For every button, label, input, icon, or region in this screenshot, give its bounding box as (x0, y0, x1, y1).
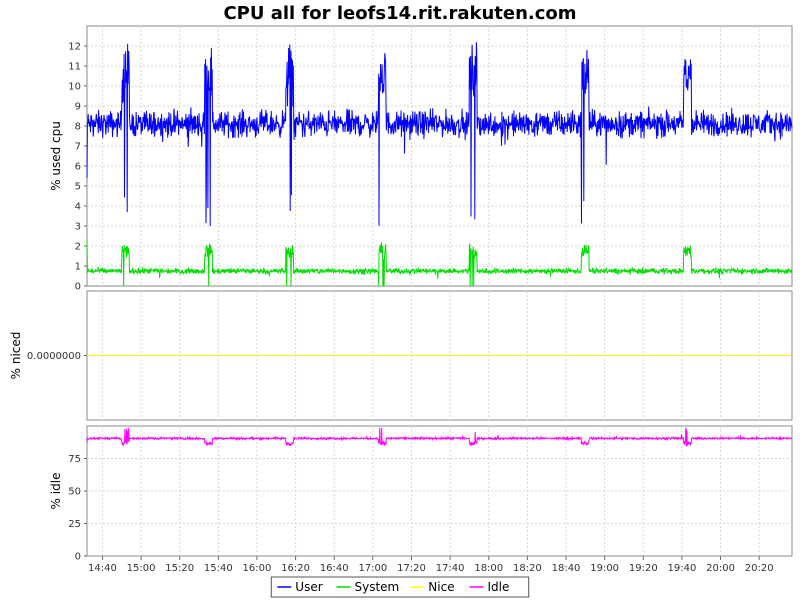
y-axis-label: % used cpu (49, 121, 63, 191)
x-tick-label: 20:00 (706, 563, 735, 574)
y-tick-label: 25 (68, 519, 81, 530)
x-tick-label: 18:20 (513, 563, 542, 574)
legend-item-system: System (336, 580, 400, 594)
y-tick-label: 1 (75, 262, 81, 273)
y-tick-label: 3 (75, 222, 81, 233)
x-tick-label: 14:40 (88, 563, 117, 574)
series-user-line (86, 42, 793, 227)
x-tick-label: 15:20 (165, 563, 194, 574)
y-tick-label: 12 (68, 42, 81, 53)
legend-label: System (355, 580, 400, 594)
x-tick-label: 16:00 (243, 563, 272, 574)
legend-item-nice: Nice (410, 580, 455, 594)
x-tick-label: 19:20 (629, 563, 658, 574)
series-idle-line (86, 427, 793, 447)
x-tick-label: 18:00 (474, 563, 503, 574)
legend-label: Nice (428, 580, 454, 594)
series-system-line (86, 239, 793, 287)
x-tick-label: 20:20 (745, 563, 774, 574)
legend-label: Idle (488, 580, 510, 594)
y-tick-label: 0 (75, 552, 81, 563)
x-tick-label: 16:20 (281, 563, 310, 574)
y-axis-label: % niced (9, 332, 23, 380)
x-tick-label: 19:40 (667, 563, 696, 574)
x-tick-label: 16:40 (320, 563, 349, 574)
y-tick-label: 2 (75, 242, 81, 253)
x-tick-label: 17:00 (358, 563, 387, 574)
y-tick-label: 0.0000000 (27, 351, 81, 362)
x-tick-label: 15:40 (204, 563, 233, 574)
y-tick-label: 11 (68, 62, 81, 73)
x-tick-label: 17:20 (397, 563, 426, 574)
legend: User System Nice Idle (270, 576, 530, 598)
panel-3: 0 25 50 75 % idle (49, 425, 793, 563)
x-axis: 14:40 15:00 15:20 15:40 16:00 16:20 16:40 17:00… (88, 556, 774, 574)
y-tick-label: 8 (75, 122, 81, 133)
chart-title: CPU all for leofs14.rit.rakuten.com (223, 3, 576, 24)
y-tick-label: 10 (68, 82, 81, 93)
y-tick-label: 0 (75, 282, 81, 293)
x-tick-label: 15:00 (127, 563, 156, 574)
y-tick-label: 9 (75, 102, 81, 113)
legend-box (270, 576, 530, 598)
y-tick-label: 5 (75, 182, 81, 193)
x-tick-label: 18:40 (552, 563, 581, 574)
panel-2: 0.0000000 % niced (9, 290, 793, 421)
y-tick-label: 7 (75, 142, 81, 153)
legend-item-idle: Idle (469, 580, 510, 594)
x-tick-label: 17:40 (436, 563, 465, 574)
y-tick-label: 6 (75, 162, 81, 173)
x-tick-label: 19:00 (590, 563, 619, 574)
legend-label: User (295, 580, 322, 594)
legend-item-user: User (277, 580, 323, 594)
y-tick-label: 50 (68, 487, 81, 498)
y-axis-label: % idle (49, 473, 63, 510)
y-tick-label: 75 (68, 454, 81, 465)
y-tick-label: 4 (75, 202, 81, 213)
